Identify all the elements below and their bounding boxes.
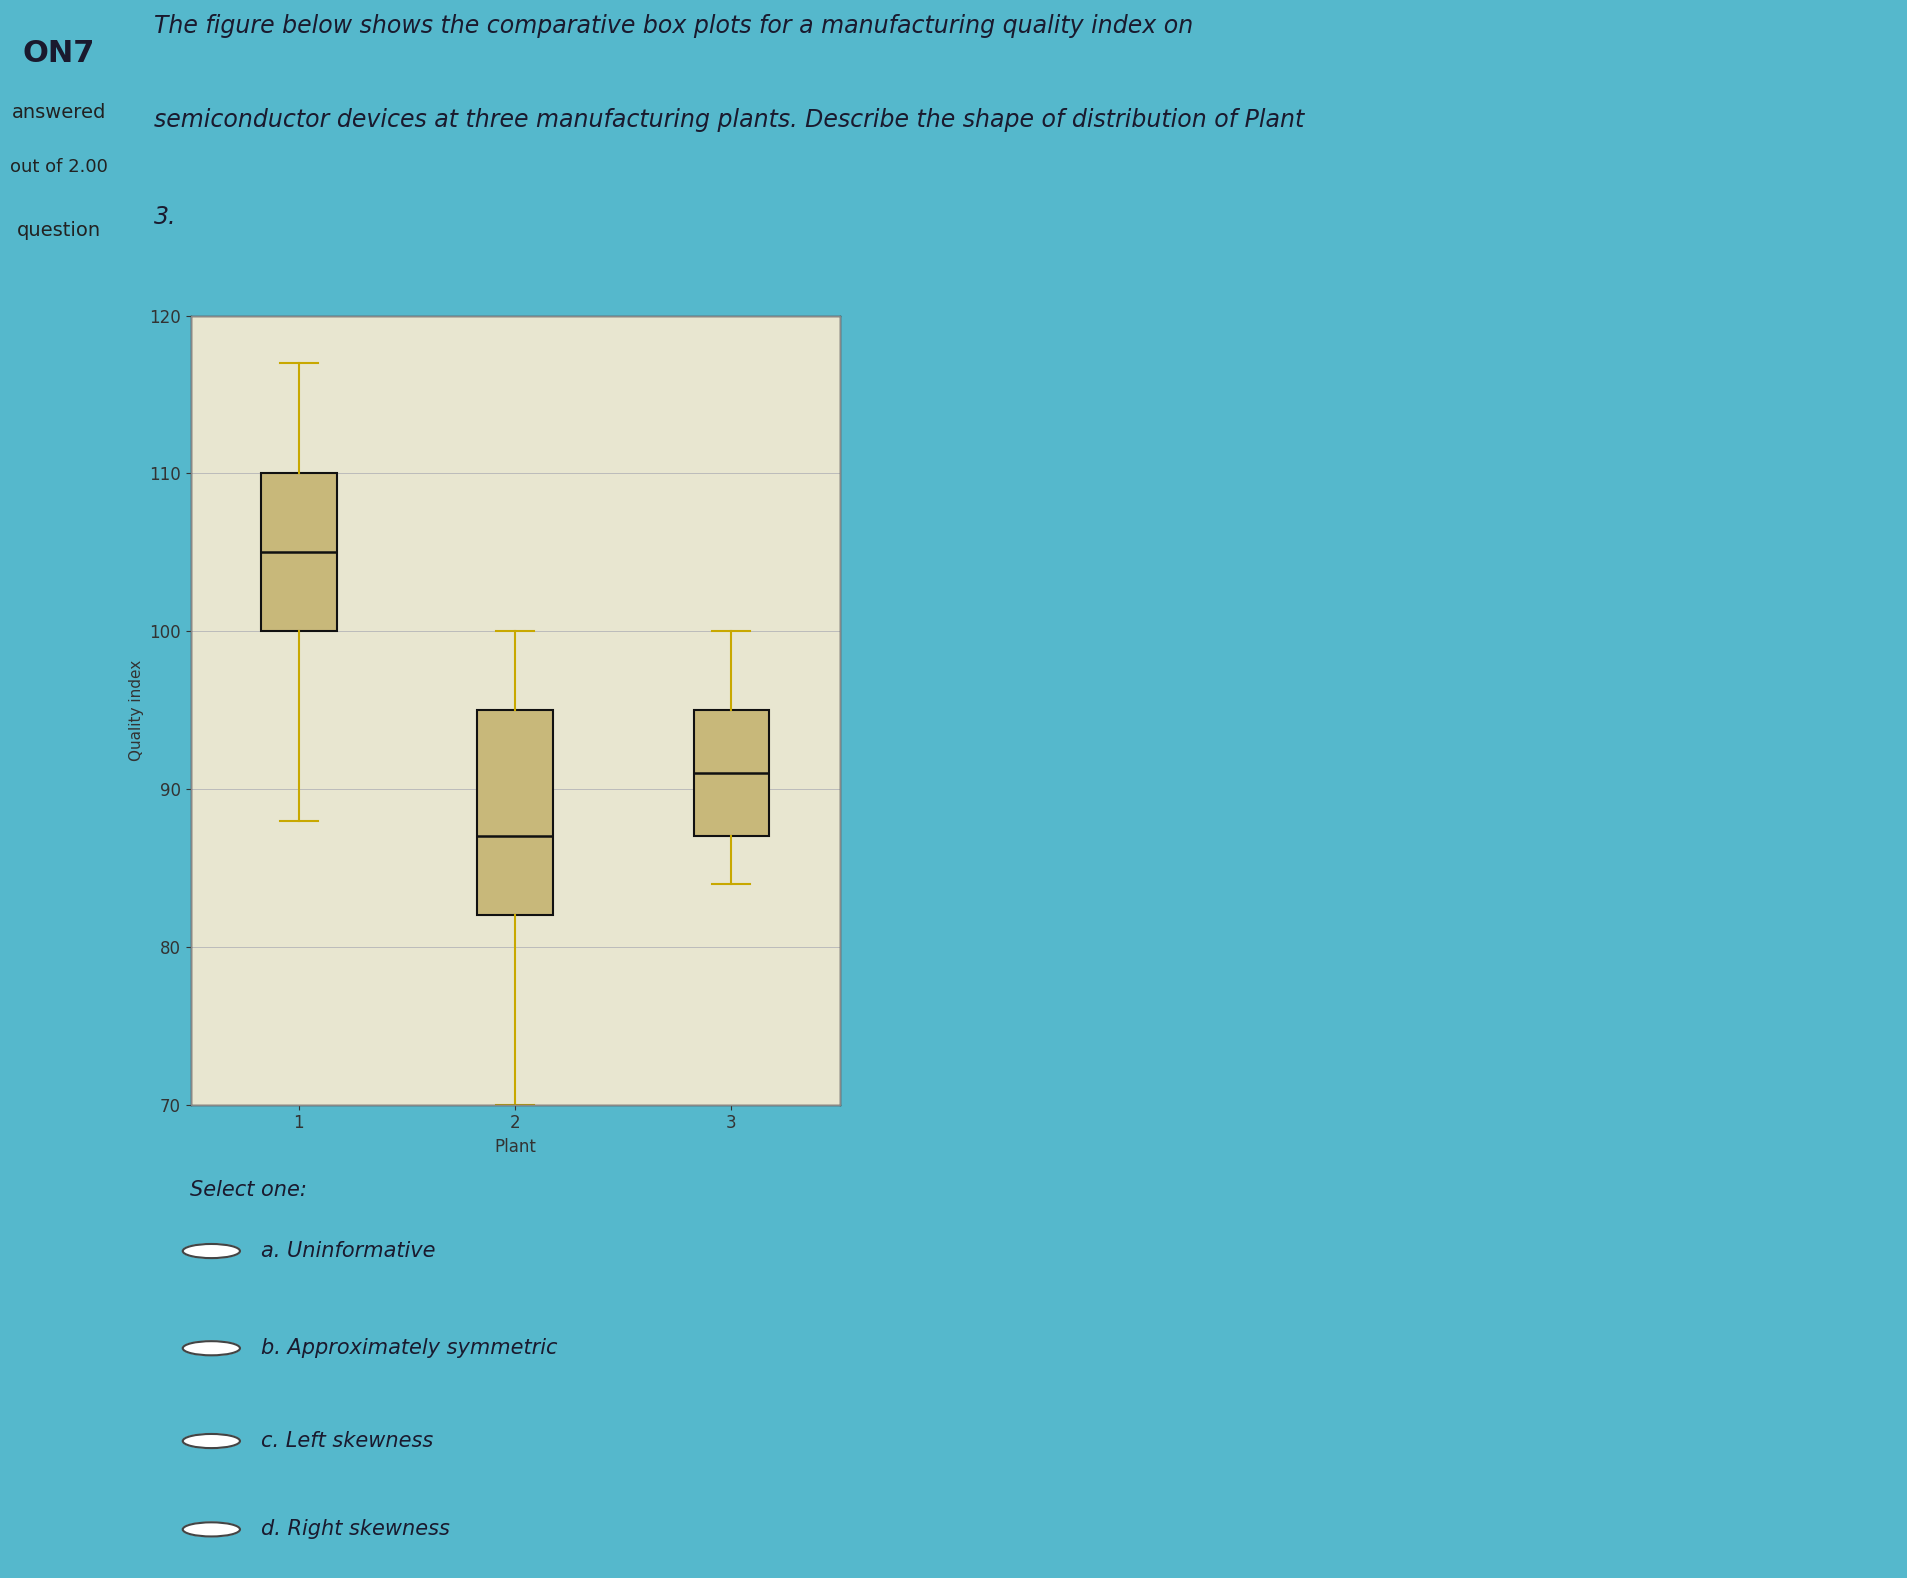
Circle shape [183, 1243, 240, 1258]
X-axis label: Plant: Plant [494, 1138, 536, 1155]
Text: semiconductor devices at three manufacturing plants. Describe the shape of distr: semiconductor devices at three manufactu… [154, 107, 1304, 133]
Text: 3.: 3. [154, 205, 177, 229]
Text: Select one:: Select one: [191, 1180, 307, 1201]
PathPatch shape [261, 473, 338, 631]
Text: answered: answered [11, 103, 107, 122]
Text: b. Approximately symmetric: b. Approximately symmetric [261, 1338, 557, 1359]
Text: The figure below shows the comparative box plots for a manufacturing quality ind: The figure below shows the comparative b… [154, 14, 1192, 38]
Text: a. Uninformative: a. Uninformative [261, 1240, 435, 1261]
PathPatch shape [477, 710, 553, 915]
PathPatch shape [694, 710, 769, 836]
Circle shape [183, 1523, 240, 1537]
Circle shape [183, 1341, 240, 1356]
Text: out of 2.00: out of 2.00 [10, 158, 109, 175]
Y-axis label: Quality index: Quality index [128, 660, 143, 761]
Text: d. Right skewness: d. Right skewness [261, 1520, 450, 1540]
Text: c. Left skewness: c. Left skewness [261, 1431, 433, 1452]
Text: ON7: ON7 [23, 39, 95, 68]
Text: question: question [17, 221, 101, 240]
Circle shape [183, 1434, 240, 1449]
